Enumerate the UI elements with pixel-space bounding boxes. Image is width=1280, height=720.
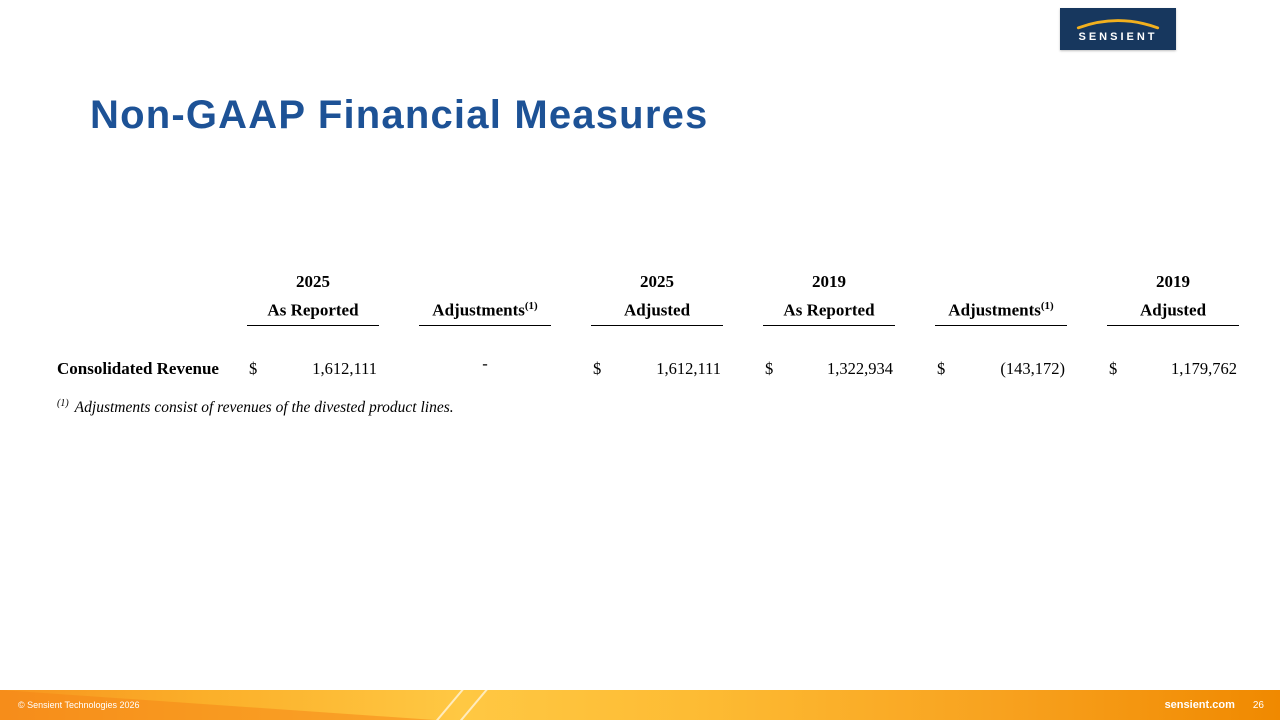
col-header-label: As Reported (267, 300, 359, 320)
logo-wordmark: SENSIENT (1078, 31, 1158, 43)
currency-symbol: $ (249, 358, 258, 378)
amount: 1,179,762 (1171, 358, 1237, 378)
amount: 1,322,934 (827, 358, 893, 378)
data-cell-3: $ 1,322,934 (763, 359, 895, 379)
row-label: Consolidated Revenue (57, 358, 219, 378)
currency-symbol: $ (1109, 358, 1118, 378)
col-year-5: 2019 (1156, 272, 1190, 291)
col-header-4: Adjustments(1) (935, 300, 1067, 326)
footer-right-group: sensient.com 26 (1165, 699, 1264, 711)
col-header-1: Adjustments(1) (419, 300, 551, 326)
amount: 1,612,111 (312, 358, 377, 378)
col-header-5: Adjusted (1107, 300, 1239, 326)
amount: - (482, 353, 488, 373)
col-header-sup: (1) (524, 300, 538, 312)
footnote-text: Adjustments consist of revenues of the d… (74, 399, 454, 417)
col-header-label: Adjusted (1139, 300, 1207, 320)
col-header-label: Adjustments (432, 300, 525, 320)
currency-symbol: $ (937, 358, 946, 378)
data-cell-5: $ 1,179,762 (1107, 359, 1239, 379)
footnote: (1) Adjustments consist of revenues of th… (57, 398, 454, 417)
footnote-marker: (1) (57, 398, 69, 409)
col-header-3: As Reported (763, 300, 895, 326)
col-year-0: 2025 (296, 272, 330, 291)
footer-bar: © Sensient Technologies 2026 sensient.co… (0, 690, 1280, 720)
copyright-text: © Sensient Technologies 2026 (18, 700, 140, 710)
col-year-2: 2025 (640, 272, 674, 291)
col-header-label: Adjustments (948, 300, 1041, 320)
table-year-row: 2025 2025 2019 2019 (57, 272, 1259, 292)
data-cell-4: $ (143,172) (935, 359, 1067, 379)
data-cell-1: - (419, 354, 551, 374)
table-data-row: Consolidated Revenue $ 1,612,111 - $ 1,6… (57, 354, 1259, 379)
page-number: 26 (1252, 699, 1264, 711)
page-title: Non-GAAP Financial Measures (90, 92, 709, 137)
col-header-label: Adjusted (623, 300, 691, 320)
col-header-sup: (1) (1040, 300, 1054, 312)
amount: 1,612,111 (656, 358, 721, 378)
amount: (143,172) (1000, 358, 1065, 378)
currency-symbol: $ (765, 358, 774, 378)
sensient-logo: SENSIENT (1060, 8, 1176, 50)
currency-symbol: $ (593, 358, 602, 378)
website-link[interactable]: sensient.com (1164, 699, 1235, 711)
data-cell-2: $ 1,612,111 (591, 359, 723, 379)
logo-swoosh-icon (1076, 19, 1160, 30)
data-cell-0: $ 1,612,111 (247, 359, 379, 379)
col-header-2: Adjusted (591, 300, 723, 326)
col-header-label: As Reported (783, 300, 875, 320)
financial-table: 2025 2025 2019 2019 As Reported Adjustme… (57, 272, 1259, 379)
col-year-3: 2019 (812, 272, 846, 291)
col-header-0: As Reported (247, 300, 379, 326)
table-header-row: As Reported Adjustments(1) Adjusted As R… (57, 300, 1259, 326)
